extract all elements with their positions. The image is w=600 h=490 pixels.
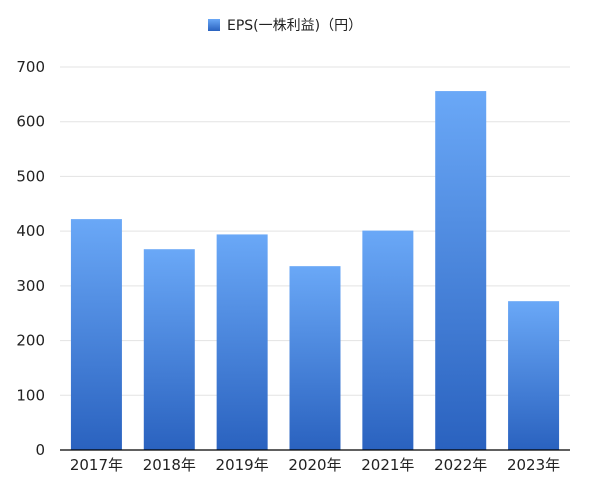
bar [362, 230, 414, 450]
x-tick-label: 2020年 [288, 456, 341, 474]
bar [143, 249, 195, 450]
legend-swatch [208, 19, 220, 31]
x-axis-ticks: 2017年 2018年 2019年 2020年 2021年 2022年 2023年 [70, 456, 560, 474]
x-tick-label: 2018年 [143, 456, 196, 474]
y-axis-ticks: 0 100 200 300 400 500 600 700 [16, 58, 45, 459]
y-tick-label: 200 [16, 332, 45, 350]
legend-label: EPS(一株利益)（円） [227, 18, 362, 34]
x-tick-label: 2019年 [216, 456, 269, 474]
legend: EPS(一株利益)（円） [208, 18, 362, 34]
y-tick-label: 700 [16, 58, 45, 76]
bars [70, 91, 560, 451]
x-tick-label: 2017年 [70, 456, 123, 474]
y-tick-label: 600 [16, 113, 45, 131]
bar [289, 266, 341, 450]
x-tick-label: 2022年 [434, 456, 487, 474]
bar [216, 234, 268, 450]
y-tick-label: 300 [16, 277, 45, 295]
bar [435, 91, 487, 451]
y-tick-label: 0 [35, 441, 45, 459]
bar [70, 219, 122, 450]
y-tick-label: 500 [16, 167, 45, 185]
x-tick-label: 2023年 [507, 456, 560, 474]
bar [508, 301, 560, 450]
y-tick-label: 100 [16, 386, 45, 404]
y-tick-label: 400 [16, 222, 45, 240]
x-tick-label: 2021年 [361, 456, 414, 474]
